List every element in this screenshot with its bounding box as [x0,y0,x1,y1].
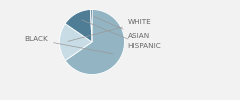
Text: ASIAN: ASIAN [94,16,150,39]
Text: BLACK: BLACK [24,36,113,54]
Text: WHITE: WHITE [68,20,151,41]
Wedge shape [90,10,92,42]
Wedge shape [65,10,92,42]
Text: HISPANIC: HISPANIC [82,20,162,49]
Wedge shape [60,24,92,60]
Wedge shape [65,10,125,74]
